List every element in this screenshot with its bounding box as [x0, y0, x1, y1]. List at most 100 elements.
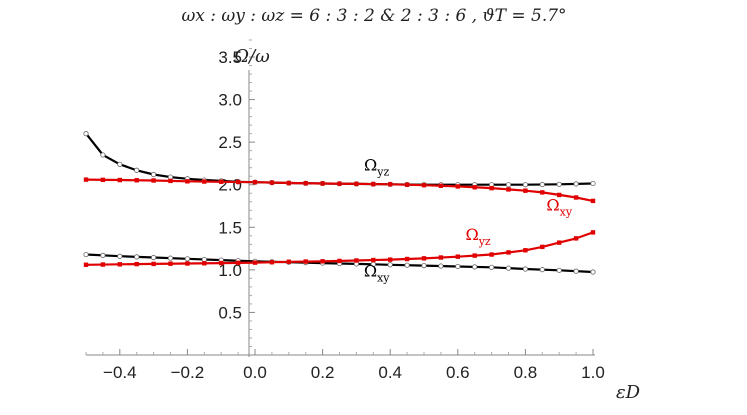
- data-point: [235, 179, 241, 185]
- x-tick-label: 0.4: [378, 363, 402, 382]
- data-point: [573, 181, 579, 187]
- x-axis-title: εD: [616, 382, 641, 403]
- data-point: [522, 266, 529, 272]
- data-point: [337, 181, 342, 186]
- y-tick-label: 3.0: [218, 91, 242, 110]
- data-point: [151, 178, 156, 183]
- data-point: [539, 181, 545, 188]
- data-point: [83, 131, 89, 137]
- data-point: [523, 188, 528, 193]
- data-point: [354, 181, 359, 187]
- y-tick-label: 0.5: [218, 303, 242, 322]
- data-point: [388, 257, 393, 262]
- data-point: [522, 182, 529, 188]
- data-point: [167, 174, 174, 180]
- data-point: [438, 255, 444, 260]
- x-tick-label: −0.2: [171, 363, 205, 382]
- data-point: [455, 184, 460, 189]
- data-point: [506, 250, 511, 255]
- data-point: [438, 183, 444, 188]
- data-point: [590, 180, 596, 187]
- data-point: [83, 177, 89, 182]
- data-point: [421, 256, 427, 261]
- data-point: [404, 262, 410, 268]
- data-point: [573, 268, 579, 274]
- data-point: [387, 262, 393, 268]
- data-point: [573, 195, 579, 200]
- curve-label: Ωxy: [546, 195, 572, 218]
- data-point: [523, 248, 528, 253]
- labels: Ωyz Ωxy Ωyz Ωxy: [364, 155, 573, 284]
- data-point: [168, 178, 173, 184]
- markers: [83, 131, 596, 275]
- data-point: [320, 181, 325, 186]
- data-point: [134, 178, 139, 183]
- data-point: [303, 181, 308, 186]
- data-point: [557, 240, 562, 245]
- data-point: [320, 259, 325, 264]
- data-point: [488, 264, 495, 270]
- data-point: [134, 254, 140, 260]
- data-point: [354, 258, 359, 263]
- data-point: [590, 230, 596, 235]
- data-point: [438, 263, 444, 269]
- data-point: [184, 256, 190, 262]
- data-point: [168, 261, 173, 266]
- data-point: [556, 181, 562, 187]
- data-point: [337, 258, 342, 264]
- data-point: [371, 181, 376, 187]
- data-point: [472, 185, 477, 190]
- data-point: [489, 252, 494, 257]
- data-point: [100, 262, 106, 267]
- data-point: [151, 254, 157, 261]
- data-point: [100, 177, 106, 183]
- x-tick-label: 0.2: [311, 363, 335, 382]
- x-tick-label: −0.4: [103, 363, 137, 382]
- data-point: [590, 269, 596, 275]
- data-point: [202, 261, 207, 266]
- data-point: [83, 262, 89, 267]
- data-point: [540, 190, 545, 195]
- data-point: [117, 177, 122, 183]
- data-point: [505, 265, 512, 271]
- data-point: [539, 267, 545, 273]
- y-tick-label: 1.0: [218, 261, 242, 280]
- data-point: [455, 254, 460, 259]
- data-point: [556, 267, 562, 273]
- data-point: [167, 255, 174, 261]
- data-point: [388, 182, 393, 187]
- data-point: [421, 263, 427, 269]
- data-point: [404, 182, 410, 187]
- series-line: [85, 132, 594, 186]
- y-tick-label: 2.5: [218, 133, 242, 152]
- data-point: [100, 252, 106, 258]
- data-point: [117, 253, 123, 259]
- data-point: [134, 167, 140, 173]
- data-point: [185, 179, 190, 184]
- x-tick-label: 0.0: [243, 363, 267, 382]
- data-point: [219, 260, 224, 266]
- data-point: [404, 256, 410, 262]
- y-tick-label: 1.5: [218, 218, 242, 237]
- data-point: [219, 179, 224, 184]
- data-point: [134, 261, 139, 267]
- data-point: [286, 180, 291, 186]
- chart-title: ωx : ωy : ωz = 6 : 3 : 2 & 2 : 3 : 6 , ϑ…: [181, 6, 566, 26]
- x-tick-label: 0.6: [446, 363, 470, 382]
- data-point: [151, 171, 157, 178]
- data-point: [286, 259, 291, 264]
- data-point: [506, 187, 511, 192]
- data-point: [557, 192, 562, 198]
- data-point: [455, 263, 461, 270]
- data-point: [117, 161, 123, 167]
- data-point: [202, 179, 207, 184]
- data-point: [505, 182, 512, 188]
- x-tick-label: 1.0: [581, 363, 605, 382]
- data-point: [421, 182, 427, 188]
- y-axis-title: Ω/ω: [233, 46, 270, 67]
- y-tick-label: 3.5: [218, 48, 242, 67]
- data-point: [83, 251, 89, 258]
- data-point: [590, 198, 596, 204]
- data-point: [117, 262, 122, 267]
